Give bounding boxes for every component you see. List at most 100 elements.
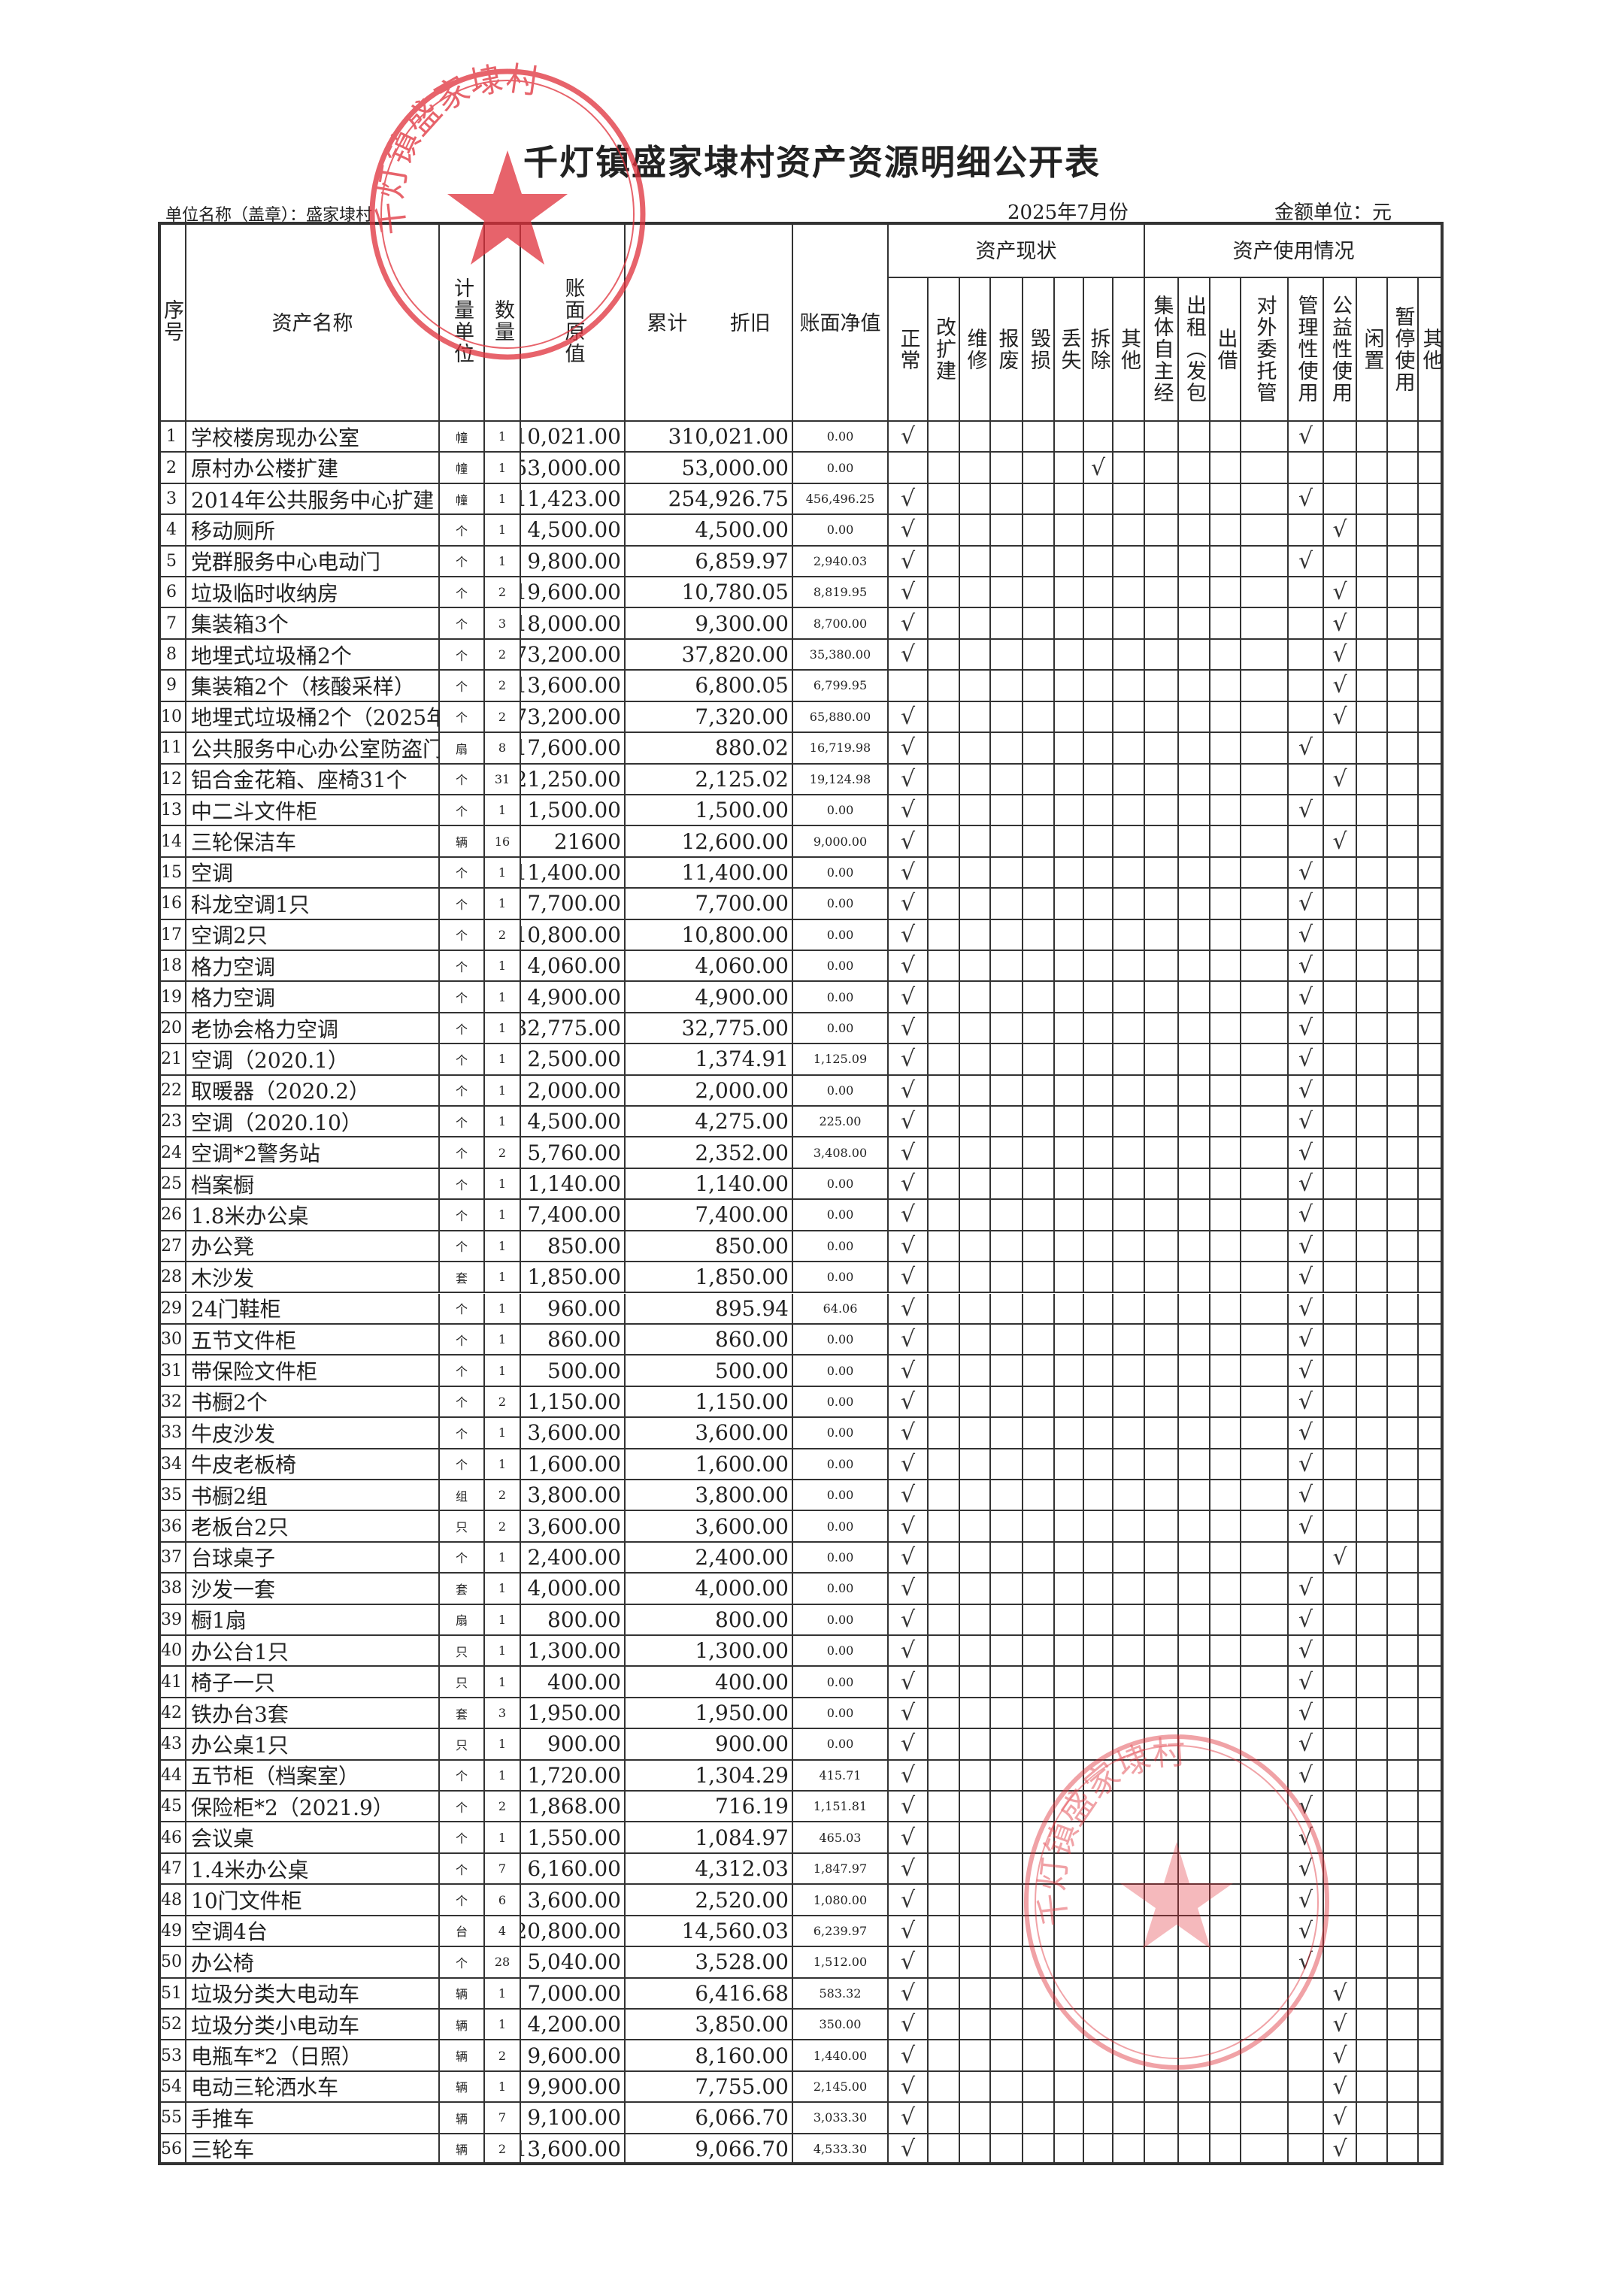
row-usage-5 (1324, 733, 1357, 765)
row-usage-6 (1357, 515, 1388, 547)
row-usage-5 (1324, 1822, 1357, 1854)
row-usage-5 (1324, 1044, 1357, 1076)
row-usage-3 (1241, 1137, 1289, 1169)
row-status-1 (929, 1667, 960, 1698)
row-seq: 32 (158, 1386, 186, 1419)
row-usage-6 (1357, 1729, 1388, 1761)
row-usage-1 (1179, 1698, 1210, 1730)
row-seq: 36 (158, 1511, 186, 1543)
row-qty: 1 (485, 1667, 521, 1698)
row-status-2 (960, 1760, 991, 1792)
row-status-1 (929, 2071, 960, 2104)
row-net-value: 583.32 (793, 1978, 889, 2010)
header-usage-3: 对外委托管 (1241, 278, 1289, 422)
row-asset-name: 24门鞋柜 (186, 1293, 440, 1325)
row-usage-1 (1179, 671, 1210, 702)
row-asset-name: 公共服务中心办公室防盗门8扇 (186, 733, 440, 765)
row-asset-name: 书橱2个 (186, 1386, 440, 1419)
row-usage-1 (1179, 1168, 1210, 1201)
row-status-5 (1055, 1822, 1084, 1854)
row-asset-name: 2014年公共服务中心扩建 (186, 483, 440, 516)
row-depreciation: 880.02 (626, 733, 793, 765)
row-seq: 48 (158, 1885, 186, 1916)
row-usage-8 (1419, 2040, 1444, 2072)
row-seq: 11 (158, 733, 186, 765)
row-net-value: 0.00 (793, 1604, 889, 1636)
row-usage-3 (1241, 1075, 1289, 1107)
row-usage-8 (1419, 1542, 1444, 1574)
row-seq: 38 (158, 1574, 186, 1605)
row-usage-1 (1179, 1107, 1210, 1138)
row-qty: 2 (485, 1480, 521, 1512)
row-usage-2 (1210, 1418, 1241, 1449)
check-mark-icon: √ (889, 2040, 929, 2072)
row-unit: 只 (440, 1511, 485, 1543)
row-asset-name: 10门文件柜 (186, 1885, 440, 1916)
row-status-1 (929, 950, 960, 983)
row-usage-2 (1210, 1792, 1241, 1823)
row-depreciation: 7,700.00 (626, 889, 793, 920)
row-original-value: 6,160.00 (521, 1853, 626, 1886)
row-usage-8 (1419, 1324, 1444, 1356)
row-net-value: 0.00 (793, 422, 889, 453)
row-net-value: 2,940.03 (793, 546, 889, 578)
row-usage-8 (1419, 919, 1444, 951)
row-asset-name: 移动厕所 (186, 515, 440, 547)
row-usage-1 (1179, 1822, 1210, 1854)
row-status-7 (1113, 453, 1145, 484)
row-status-5 (1055, 1168, 1084, 1201)
check-mark-icon: √ (1324, 577, 1357, 609)
row-status-2 (960, 857, 991, 889)
row-status-2 (960, 1044, 991, 1076)
row-depreciation: 4,900.00 (626, 982, 793, 1013)
row-usage-1 (1179, 1262, 1210, 1294)
check-mark-icon: √ (1289, 1822, 1324, 1854)
row-status-4 (1023, 982, 1055, 1013)
row-usage-2 (1210, 1978, 1241, 2010)
row-net-value: 2,145.00 (793, 2071, 889, 2104)
row-seq: 6 (158, 577, 186, 609)
row-status-3 (991, 733, 1023, 765)
row-usage-7 (1388, 1667, 1419, 1698)
row-usage-7 (1388, 1792, 1419, 1823)
row-depreciation: 2,125.02 (626, 764, 793, 795)
row-usage-8 (1419, 1293, 1444, 1325)
row-status-6 (1084, 577, 1113, 609)
row-unit: 个 (440, 1044, 485, 1076)
row-asset-name: 带保险文件柜 (186, 1355, 440, 1387)
row-status-4 (1023, 639, 1055, 671)
header-usage-0: 集体自主经 (1145, 278, 1179, 422)
row-usage-3 (1241, 1698, 1289, 1730)
row-usage-4 (1289, 1978, 1324, 2010)
row-seq: 15 (158, 857, 186, 889)
row-net-value: 0.00 (793, 1542, 889, 1574)
row-usage-5 (1324, 1418, 1357, 1449)
row-original-value: 1,850.00 (521, 1262, 626, 1294)
row-usage-1 (1179, 2040, 1210, 2072)
row-unit: 个 (440, 1107, 485, 1138)
row-asset-name: 五节柜（档案室） (186, 1760, 440, 1792)
row-original-value: 7,000.00 (521, 1978, 626, 2010)
row-status-7 (1113, 1044, 1145, 1076)
row-usage-5 (1324, 1293, 1357, 1325)
row-status-5 (1055, 2103, 1084, 2134)
row-usage-2 (1210, 982, 1241, 1013)
row-qty: 2 (485, 671, 521, 702)
row-usage-3 (1241, 2009, 1289, 2041)
row-unit: 个 (440, 701, 485, 734)
row-unit: 个 (440, 1324, 485, 1356)
row-usage-5 (1324, 1231, 1357, 1263)
row-usage-0 (1145, 1449, 1179, 1480)
row-status-5 (1055, 1013, 1084, 1045)
row-status-7 (1113, 1792, 1145, 1823)
row-status-2 (960, 1698, 991, 1730)
row-status-4 (1023, 1168, 1055, 1201)
row-depreciation: 800.00 (626, 1604, 793, 1636)
header-usage-7: 暂停使用 (1388, 278, 1419, 422)
row-status-1 (929, 919, 960, 951)
row-usage-5 (1324, 1916, 1357, 1948)
row-status-4 (1023, 857, 1055, 889)
row-usage-1 (1179, 453, 1210, 484)
row-net-value: 0.00 (793, 857, 889, 889)
row-asset-name: 原村办公楼扩建 (186, 453, 440, 484)
